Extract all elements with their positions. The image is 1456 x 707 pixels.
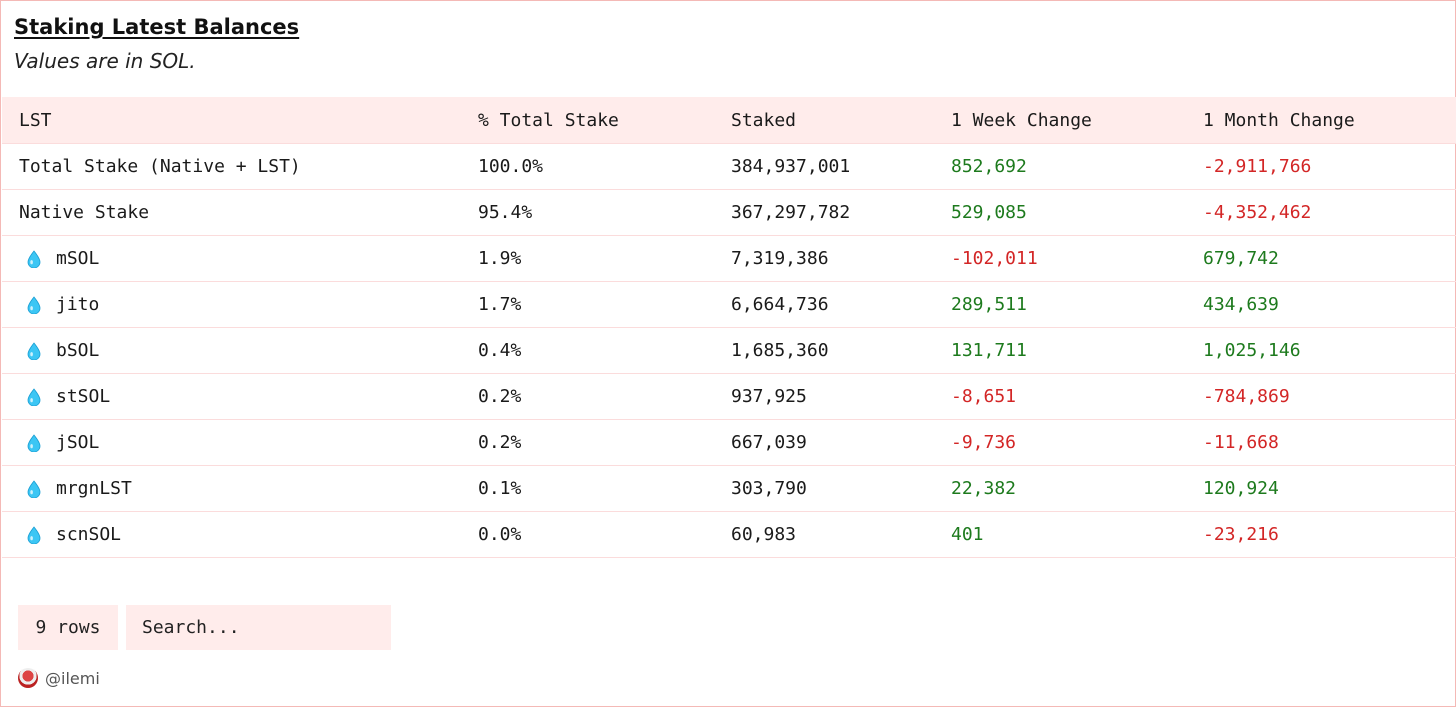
cell-1-month-change: -11,668 (1203, 432, 1279, 453)
droplet-icon (27, 433, 41, 452)
avatar (18, 668, 38, 688)
cell-staked: 937,925 (731, 386, 807, 407)
table-row: scnSOL 0.0% 60,983 401 -23,216 (2, 512, 1456, 558)
cell-lst: Native Stake (19, 190, 149, 235)
cell-1-month-change: 120,924 (1203, 478, 1279, 499)
table-title: Staking Latest Balances (14, 15, 300, 39)
droplet-icon (27, 249, 41, 268)
lst-name: Native Stake (19, 202, 150, 223)
balances-table: LST % Total Stake Staked 1 Week Change 1… (2, 97, 1456, 558)
cell-1-month-change: -2,911,766 (1203, 156, 1312, 177)
cell-lst: scnSOL (19, 512, 121, 557)
cell-1-week-change: -8,651 (951, 386, 1017, 407)
table-row: bSOL 0.4% 1,685,360 131,711 1,025,146 (2, 328, 1456, 374)
lst-name: scnSOL (56, 524, 122, 545)
cell-1-week-change: -9,736 (951, 432, 1017, 453)
cell-1-month-change: -784,869 (1203, 386, 1290, 407)
cell-1-week-change: 22,382 (951, 478, 1017, 499)
column-header-lst[interactable]: LST (19, 109, 52, 131)
cell-staked: 7,319,386 (731, 248, 829, 269)
table-body: Total Stake (Native + LST) 100.0% 384,937,… (2, 144, 1456, 558)
droplet-icon (27, 295, 41, 314)
cell-lst: bSOL (19, 328, 99, 373)
lst-name: Total Stake (Native + LST) (19, 156, 301, 177)
cell-staked: 367,297,782 (731, 202, 851, 223)
cell-lst: jSOL (19, 420, 99, 465)
cell-pct-total-stake: 1.9% (478, 248, 522, 269)
table-row: mSOL 1.9% 7,319,386 -102,011 679,742 (2, 236, 1456, 282)
table-row: Total Stake (Native + LST) 100.0% 384,937,… (2, 144, 1456, 190)
table-header-row: LST % Total Stake Staked 1 Week Change 1… (2, 97, 1456, 144)
cell-staked: 303,790 (731, 478, 807, 499)
cell-staked: 6,664,736 (731, 294, 829, 315)
lst-name: mSOL (56, 248, 100, 269)
cell-1-month-change: 1,025,146 (1203, 340, 1301, 361)
cell-1-week-change: -102,011 (951, 248, 1038, 269)
cell-1-month-change: 679,742 (1203, 248, 1279, 269)
lst-name: mrgnLST (56, 478, 132, 499)
cell-1-month-change: -4,352,462 (1203, 202, 1312, 223)
droplet-icon (27, 387, 41, 406)
droplet-icon (27, 525, 41, 544)
cell-staked: 1,685,360 (731, 340, 829, 361)
column-header-1-week-change[interactable]: 1 Week Change (951, 109, 1092, 131)
cell-staked: 384,937,001 (731, 156, 851, 177)
table-row: stSOL 0.2% 937,925 -8,651 -784,869 (2, 374, 1456, 420)
cell-pct-total-stake: 0.4% (478, 340, 522, 361)
column-header-pct-total-stake[interactable]: % Total Stake (478, 109, 619, 131)
lst-name: jSOL (56, 432, 100, 453)
table-row: Native Stake 95.4% 367,297,782 529,085 -4,35… (2, 190, 1456, 236)
cell-lst: jito (19, 282, 99, 327)
cell-1-week-change: 401 (951, 524, 984, 545)
cell-1-month-change: 434,639 (1203, 294, 1279, 315)
cell-1-week-change: 529,085 (951, 202, 1027, 223)
credit: @ilemi (18, 668, 100, 688)
cell-1-week-change: 289,511 (951, 294, 1027, 315)
cell-1-week-change: 852,692 (951, 156, 1027, 177)
cell-lst: mSOL (19, 236, 99, 281)
cell-lst: stSOL (19, 374, 110, 419)
cell-1-week-change: 131,711 (951, 340, 1027, 361)
lst-name: jito (56, 294, 100, 315)
cell-1-month-change: -23,216 (1203, 524, 1279, 545)
droplet-icon (27, 341, 41, 360)
search-input[interactable] (126, 605, 391, 650)
credit-handle[interactable]: @ilemi (45, 668, 100, 688)
lst-name: stSOL (56, 386, 111, 407)
droplet-icon (27, 479, 41, 498)
column-header-staked[interactable]: Staked (731, 109, 797, 131)
cell-pct-total-stake: 0.2% (478, 432, 522, 453)
cell-pct-total-stake: 0.1% (478, 478, 522, 499)
lst-name: bSOL (56, 340, 100, 361)
table-row: mrgnLST 0.1% 303,790 22,382 120,924 (2, 466, 1456, 512)
rows-count-button[interactable]: 9 rows (18, 605, 118, 650)
column-header-1-month-change[interactable]: 1 Month Change (1203, 109, 1355, 131)
cell-pct-total-stake: 100.0% (478, 156, 544, 177)
table-row: jSOL 0.2% 667,039 -9,736 -11,668 (2, 420, 1456, 466)
cell-pct-total-stake: 1.7% (478, 294, 522, 315)
cell-pct-total-stake: 95.4% (478, 202, 533, 223)
cell-pct-total-stake: 0.2% (478, 386, 522, 407)
cell-lst: mrgnLST (19, 466, 132, 511)
cell-pct-total-stake: 0.0% (478, 524, 522, 545)
table-row: jito 1.7% 6,664,736 289,511 434,639 (2, 282, 1456, 328)
table-subtitle: Values are in SOL. (14, 49, 196, 73)
cell-staked: 60,983 (731, 524, 797, 545)
cell-lst: Total Stake (Native + LST) (19, 144, 301, 189)
cell-staked: 667,039 (731, 432, 807, 453)
